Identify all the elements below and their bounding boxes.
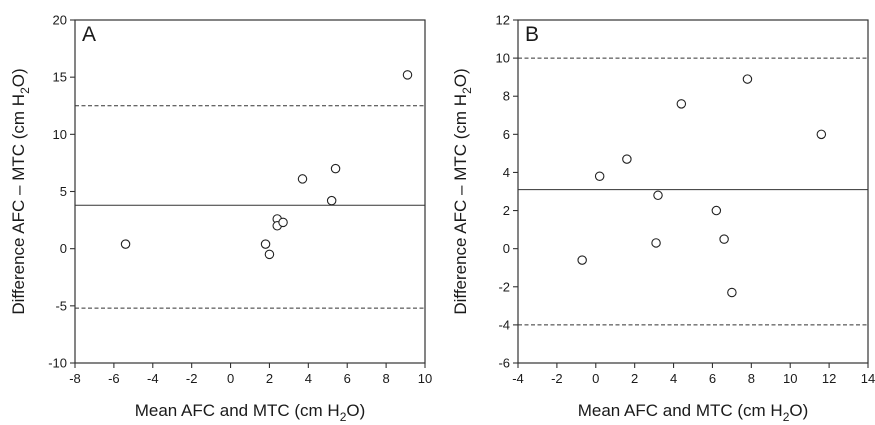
panel-a-x-axis-label: Mean AFC and MTC (cm H2O) [135, 401, 366, 424]
panel-a-data-point [330, 163, 341, 174]
panel-b-x-tick-label: 8 [748, 371, 755, 386]
panel-b-y-tick-label: -6 [498, 356, 510, 371]
panel-a-x-tick-label: -8 [69, 371, 81, 386]
panel-a-x-tick-label: -4 [147, 371, 159, 386]
panel-a-data-point [297, 174, 308, 184]
panel-a-y-tick-label: 20 [53, 13, 67, 28]
panel-a-x-tick-label: 8 [382, 371, 389, 386]
panel-b-x-tick-label: 12 [822, 371, 836, 386]
panel-a-y-tick-label: -10 [48, 356, 67, 371]
panel-a-x-tick-label: 10 [418, 371, 432, 386]
panel-a: -10 -5 0 5 10 15 20 -8 -6 -4 -2 0 2 4 6 8 10 A Mean AFC an… [9, 13, 432, 425]
panel-b-x-tick-label: 4 [670, 371, 677, 386]
panel-a-x-tick-label: 2 [266, 371, 273, 386]
panel-a-data-point [402, 70, 413, 80]
panel-b-data-point [742, 74, 753, 84]
panel-a-x-tick-label: -2 [186, 371, 198, 386]
panel-b-y-tick-label: -2 [498, 279, 510, 294]
panel-b-x-axis-label: Mean AFC and MTC (cm H2O) [578, 401, 809, 424]
panel-b-y-tick-label: 8 [503, 89, 510, 104]
panel-b-x-tick-label: 10 [783, 371, 797, 386]
panel-b-y-tick-label: 12 [496, 13, 510, 28]
panel-a-data-point [120, 239, 131, 249]
panel-b-data-point [719, 234, 729, 244]
panel-b-y-tick-label: 0 [503, 241, 510, 256]
panel-a-data-point [326, 195, 337, 206]
panel-b-y-tick-label: 2 [503, 203, 510, 218]
panel-b-data-point [622, 154, 632, 164]
panel-b-label: B [525, 23, 539, 46]
panel-b-y-tick-label: 6 [503, 127, 510, 142]
panel-a-data-point [278, 217, 288, 228]
panel-b-x-tick-label: 14 [861, 371, 875, 386]
panel-a-y-tick-label: 10 [53, 127, 67, 142]
panel-b-x-tick-label: -2 [551, 371, 563, 386]
panel-a-y-tick-label: -5 [55, 298, 67, 313]
panel-a-x-tick-label: -6 [108, 371, 120, 386]
panel-a-y-tick-label: 5 [60, 184, 67, 199]
panel-a-y-tick-label: 15 [53, 70, 67, 85]
panel-b-y-axis-label: Difference AFC – MTC (cm H2O) [451, 68, 474, 314]
panel-b-data-point [653, 190, 663, 201]
panel-b-data-point [651, 238, 661, 248]
panel-a-x-tick-label: 6 [344, 371, 351, 386]
panel-b-y-tick-label: -4 [498, 317, 510, 332]
panel-a-data-point [264, 249, 275, 260]
panel-b-y-tick-label: 4 [503, 165, 510, 180]
panel-b-data-point [727, 287, 737, 298]
panel-b-data-point [676, 99, 687, 109]
panel-b-x-tick-label: 6 [709, 371, 716, 386]
panel-a-data-point [260, 239, 271, 249]
panel-b-data-point [711, 205, 722, 216]
panel-a-x-tick-label: 0 [227, 371, 234, 386]
panel-b-x-tick-label: 2 [631, 371, 638, 386]
panel-a-y-axis-label: Difference AFC – MTC (cm H2O) [9, 68, 32, 314]
panel-b-data-point [577, 255, 587, 265]
panel-b-data-point [594, 171, 605, 182]
panel-b-plot-frame [517, 19, 869, 364]
panel-a-plot-frame [74, 19, 426, 364]
panel-a-label: A [82, 23, 96, 46]
panel-b-y-tick-label: 10 [496, 51, 510, 66]
panel-a-x-tick-label: 4 [305, 371, 312, 386]
panel-b-x-tick-label: -4 [512, 371, 524, 386]
panel-b-x-tick-label: 0 [592, 371, 599, 386]
panel-a-y-tick-label: 0 [60, 241, 67, 256]
panel-b-data-point [816, 129, 827, 140]
